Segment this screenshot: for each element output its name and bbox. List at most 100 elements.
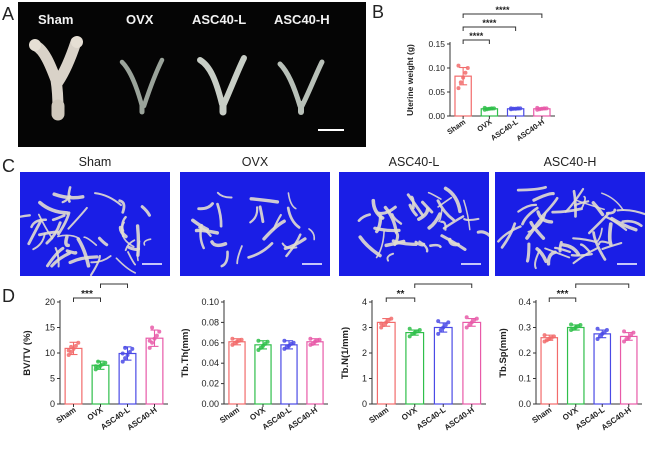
bar-d3-2	[433, 326, 453, 405]
y-tick-label: 0.08	[201, 317, 219, 327]
significance-label: ***	[557, 289, 569, 300]
x-tick-label: Sham	[445, 117, 467, 136]
data-point	[154, 333, 159, 338]
uterus-specimens	[29, 36, 344, 131]
ct-title-ovx: OVX	[241, 155, 269, 169]
data-point	[438, 328, 443, 333]
photo-label-asc40h: ASC40-H	[274, 12, 330, 27]
y-tick-label: 0.10	[201, 297, 219, 307]
tbsp-chart: 0.00.10.20.30.4Tb.Sp(mm)Sham OVXASC40-LAS…	[498, 282, 642, 432]
data-point	[93, 364, 98, 369]
data-point	[631, 330, 636, 335]
ct-title-asc40h: ASC40-H	[543, 155, 597, 169]
bar-d4-2	[593, 333, 612, 405]
x-tick-label: ASC40-H	[443, 405, 476, 432]
x-tick-label: Sham	[367, 405, 390, 425]
data-point	[379, 325, 384, 330]
x-tick-label: ASC40-L	[415, 405, 448, 432]
x-tick-label: OVX	[561, 405, 581, 422]
y-tick-label: 10	[45, 348, 55, 358]
data-point	[482, 105, 487, 110]
data-point	[291, 340, 296, 345]
ct-image-sham	[20, 172, 170, 276]
y-tick-label: 0.04	[201, 358, 219, 368]
y-tick-label: 2	[362, 348, 367, 358]
data-point	[474, 316, 479, 321]
y-tick-label: 0.0	[518, 399, 531, 409]
x-tick-label: ASC40-H	[515, 117, 546, 143]
data-point	[123, 356, 128, 361]
significance-bracket	[414, 283, 473, 288]
y-tick-label: 3	[362, 323, 367, 333]
data-point	[69, 344, 74, 349]
data-point	[120, 351, 125, 356]
bar-d4-3	[619, 335, 638, 405]
data-point	[542, 333, 547, 338]
significance-bracket	[462, 39, 490, 44]
y-tick-label: 1	[362, 374, 367, 384]
data-point	[417, 328, 422, 333]
x-tick-label: ASC40-L	[489, 117, 520, 143]
significance-label: **	[439, 282, 447, 286]
uterine-weight-chart: 0.00 0.05 0.10 0.15 Uterine weight (g) Sham OV…	[405, 5, 555, 143]
y-tick-label: 0.1	[518, 374, 531, 384]
y-axis-label: Tb.N(1/mm)	[340, 327, 351, 379]
y-tick-label: 0.3	[518, 323, 531, 333]
significance-label: **	[397, 289, 405, 300]
data-point	[308, 336, 313, 341]
data-point	[446, 320, 451, 325]
data-point	[127, 349, 132, 354]
y-tick-label: 0.15	[428, 39, 445, 49]
bar-d4-0	[540, 337, 559, 405]
x-tick-label: ASC40-H	[600, 405, 633, 432]
y-tick-label: 0.05	[428, 87, 445, 97]
panel-label-c: C	[2, 156, 15, 176]
ct-image-ovx	[180, 172, 330, 276]
trabecular-bone-texture	[357, 186, 489, 262]
y-tick-label: 4	[362, 297, 367, 307]
data-point	[130, 346, 135, 351]
x-tick-label: OVX	[86, 405, 106, 422]
ct-title-asc40l: ASC40-L	[388, 155, 440, 169]
x-tick-label: Sham	[530, 405, 553, 425]
x-tick-label: OVX	[400, 405, 420, 422]
x-tick-label: ASC40-H	[125, 405, 158, 432]
significance-bracket	[100, 283, 128, 288]
significance-bracket	[385, 297, 416, 302]
data-point	[436, 319, 441, 324]
data-point	[535, 105, 540, 110]
trabecular-bone-texture	[191, 191, 316, 268]
significance-bracket	[73, 297, 101, 302]
bar-d2-1	[254, 344, 272, 405]
ct-image-asc40h	[495, 172, 645, 276]
bar-d2-0	[228, 341, 246, 405]
data-point	[458, 80, 463, 85]
panel-label-a: A	[2, 4, 15, 24]
y-tick-label: 15	[45, 323, 55, 333]
x-tick-label: OVX	[248, 405, 268, 422]
data-point	[463, 70, 468, 75]
data-point	[604, 328, 609, 333]
ct-title-sham: Sham	[78, 155, 112, 169]
y-axis-label: Tb.Th(mm)	[180, 328, 191, 377]
significance-bracket	[462, 26, 517, 31]
y-axis-label: Uterine weight (g)	[405, 44, 415, 116]
significance-label: *	[112, 282, 116, 286]
ct-image-asc40l	[339, 172, 489, 276]
photo-label-ovx: OVX	[126, 12, 154, 27]
bar-d3-0	[376, 321, 396, 405]
data-point	[282, 338, 287, 343]
significance-label: ****	[482, 18, 497, 28]
data-point	[379, 321, 384, 326]
photo-label-asc40l: ASC40-L	[192, 12, 247, 27]
y-tick-label: 0.4	[518, 297, 531, 307]
significance-label: ****	[495, 5, 510, 15]
bar-d3-3	[462, 321, 482, 405]
x-tick-label: Sham	[218, 405, 241, 425]
x-tick-label: Sham	[55, 405, 78, 425]
data-point	[456, 86, 461, 91]
data-point	[147, 338, 152, 343]
tbth-chart: 0.00 0.02 0.04 0.06 0.08 0.10 Tb.Th(mm) Sham OVX…	[180, 297, 328, 432]
significance-bracket	[462, 13, 543, 18]
